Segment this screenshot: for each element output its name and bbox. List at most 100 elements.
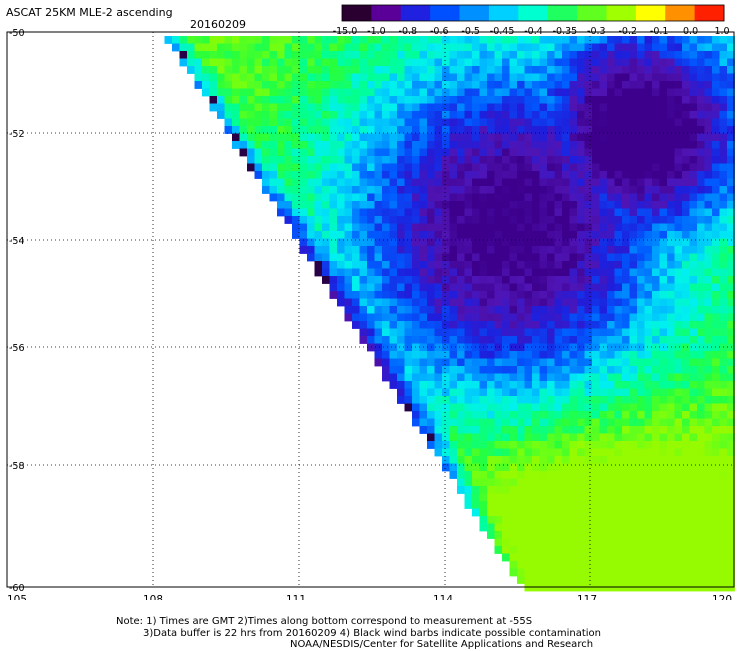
swath-cell (434, 253, 443, 262)
colorbar-swatch (635, 5, 666, 21)
swath-cell (532, 231, 540, 239)
swath-cell (569, 253, 578, 262)
swath-cell (404, 238, 413, 247)
swath-cell (727, 373, 735, 382)
swath-cell (584, 373, 593, 382)
swath-cell (524, 276, 533, 284)
swath-cell (457, 253, 465, 262)
swath-cell (584, 96, 593, 104)
swath-cell (307, 216, 315, 224)
swath-cell (622, 493, 630, 502)
swath-cell (652, 561, 660, 569)
swath-cell (517, 298, 525, 307)
swath-cell (554, 163, 563, 172)
swath-cell (524, 568, 533, 577)
swath-cell (262, 66, 270, 74)
swath-cell (547, 298, 555, 307)
swath-cell (509, 441, 518, 449)
swath-cell (449, 223, 458, 232)
swath-cell (554, 96, 563, 104)
swath-cell (254, 51, 263, 59)
swath-cell (719, 433, 728, 442)
swath-cell (659, 418, 668, 427)
swath-cell (299, 103, 308, 112)
swath-cell (637, 201, 645, 209)
swath-cell (434, 388, 443, 397)
swath-cell (727, 486, 735, 494)
swath-cell (359, 328, 368, 337)
swath-cell (262, 118, 270, 127)
swath-cell (689, 201, 698, 209)
swath-cell (442, 216, 450, 224)
swath-cell (404, 366, 413, 374)
swath-cell (554, 268, 563, 277)
swath-cell (554, 253, 563, 262)
swath-cell (607, 441, 615, 449)
swath-cell (689, 576, 698, 584)
swath-cell (562, 156, 570, 164)
swath-cell (442, 418, 450, 427)
swath-cell (307, 96, 315, 104)
swath-cell (652, 418, 660, 427)
swath-cell (562, 51, 570, 59)
swath-cell (517, 546, 525, 554)
swath-cell (674, 471, 683, 479)
swath-cell (337, 51, 345, 59)
swath-cell (577, 486, 585, 494)
swath-cell (359, 178, 368, 187)
swath-cell (457, 111, 465, 119)
swath-cell (712, 523, 720, 532)
swath-cell (659, 306, 668, 314)
swath-cell (622, 463, 630, 472)
swath-cell (637, 126, 645, 134)
swath-cell (562, 133, 570, 142)
swath-cell (599, 561, 608, 569)
swath-cell (509, 381, 518, 389)
swath-cell (464, 148, 473, 157)
swath-cell (337, 201, 345, 209)
swath-cell (674, 411, 683, 419)
swath-cell (532, 553, 540, 562)
swath-cell (674, 156, 683, 164)
swath-cell (562, 403, 570, 412)
swath-cell (329, 133, 338, 142)
swath-cell (577, 373, 585, 382)
swath-cell (389, 253, 398, 262)
swath-cell (667, 261, 675, 269)
swath-cell (487, 351, 495, 359)
swath-cell (554, 148, 563, 157)
swath-cell (367, 126, 375, 134)
swath-cell (494, 523, 503, 532)
swath-cell (629, 523, 638, 532)
swath-cell (419, 118, 428, 127)
swath-cell (412, 418, 420, 427)
swath-cell (254, 126, 263, 134)
swath-cell (434, 118, 443, 127)
swath-cell (599, 418, 608, 427)
swath-cell (577, 133, 585, 142)
swath-cell (652, 268, 660, 277)
swath-cell (532, 81, 540, 89)
swath-cell (659, 403, 668, 412)
swath-cell (397, 163, 405, 172)
swath-cell (307, 43, 315, 52)
swath-cell (412, 148, 420, 157)
swath-cell (217, 58, 225, 67)
swath-cell (667, 411, 675, 419)
swath-cell (307, 118, 315, 127)
swath-cell (562, 223, 570, 232)
swath-cell (524, 358, 533, 367)
swath-cell (427, 276, 435, 284)
swath-cell (629, 268, 638, 277)
swath-cell (412, 141, 420, 149)
swath-cell (517, 373, 525, 382)
latitude-label: -56 (9, 343, 25, 354)
swath-cell (689, 366, 698, 374)
swath-cell (292, 208, 300, 217)
swath-cell (359, 208, 368, 217)
swath-cell (644, 366, 653, 374)
swath-cell (659, 576, 668, 584)
swath-cell (689, 51, 698, 59)
swath-cell (374, 208, 383, 217)
swath-cell (532, 298, 540, 307)
